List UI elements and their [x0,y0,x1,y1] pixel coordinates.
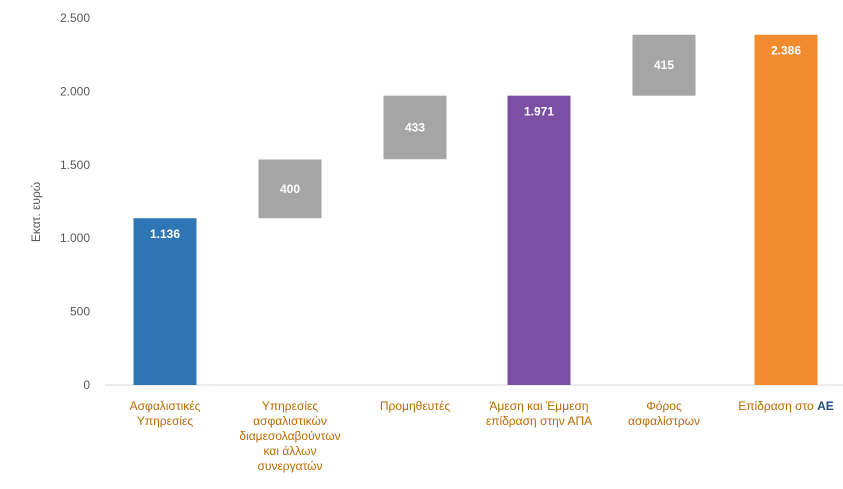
x-category-label: ασφαλίστρων [628,414,700,428]
x-category-label: διαμεσολαβούντων [239,429,340,443]
data-label: 1.971 [524,105,554,119]
x-category-label: επίδραση στην ΑΠΑ [486,414,592,428]
bar-total [507,95,571,386]
y-tick-label: 1.000 [60,231,90,245]
y-tick-label: 2.000 [60,84,90,98]
bar-increment [632,34,696,96]
bar-increment [258,159,322,219]
bar-increment [383,95,447,160]
data-label: 1.136 [150,227,180,241]
y-tick-label: 2.500 [60,11,90,25]
bar-total [133,218,197,385]
y-tick-label: 0 [83,378,90,392]
data-label: 415 [654,58,674,72]
x-category-label: ασφαλιστικών [253,414,327,428]
data-label: 433 [405,120,425,134]
x-category-label: συνεργατών [257,459,322,473]
y-tick-label: 500 [70,305,90,319]
data-label: 400 [280,182,300,196]
x-category-label: Άμεση και Έμμεση [489,399,588,413]
x-category-label: Ασφαλιστικές [130,399,201,413]
data-label: 2.386 [771,44,801,58]
x-category-label: Προμηθευτές [380,399,450,413]
x-category-label: Φόρος [646,399,682,413]
bar-total [754,34,818,385]
y-axis-label: Εκατ. ευρώ [29,182,43,242]
y-tick-label: 1.500 [60,158,90,172]
x-category-label: Επίδραση στο ΑΕ [738,399,833,413]
x-category-label: και άλλων [264,444,317,458]
x-category-label: Υπηρεσίες [262,399,319,413]
x-category-label: Υπηρεσίες [137,414,194,428]
